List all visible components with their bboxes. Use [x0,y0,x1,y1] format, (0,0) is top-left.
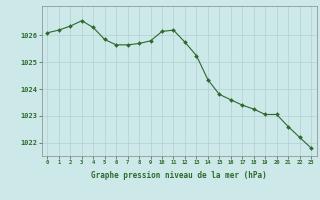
X-axis label: Graphe pression niveau de la mer (hPa): Graphe pression niveau de la mer (hPa) [91,171,267,180]
